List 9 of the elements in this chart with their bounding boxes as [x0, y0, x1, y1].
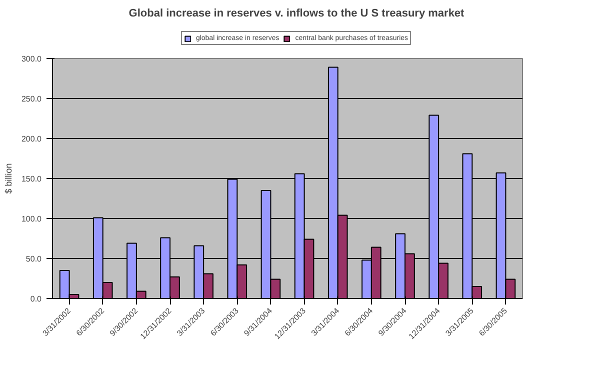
y-tick-label: 50.0 [26, 254, 42, 264]
y-tick-label: 300.0 [21, 54, 42, 64]
y-tick-label: 0.0 [30, 294, 42, 304]
y-tick-label: 150.0 [21, 174, 42, 184]
y-tick-label: 200.0 [21, 134, 42, 144]
y-axis-title: $ billion [3, 163, 14, 194]
chart-title: Global increase in reserves v. inflows to the U S treasury market [128, 8, 465, 20]
y-tick-label: 250.0 [21, 94, 42, 104]
y-tick-label: 100.0 [21, 214, 42, 224]
